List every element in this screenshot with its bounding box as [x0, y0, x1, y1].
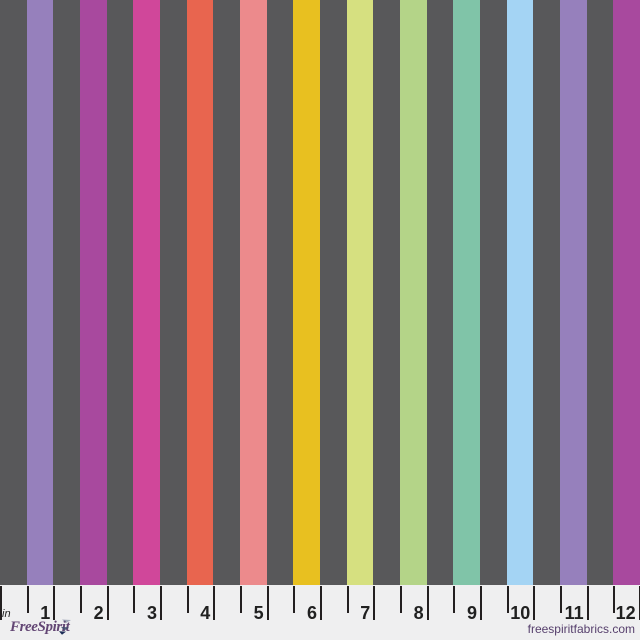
- svg-text:freespiritfabrics.com: freespiritfabrics.com: [528, 622, 635, 636]
